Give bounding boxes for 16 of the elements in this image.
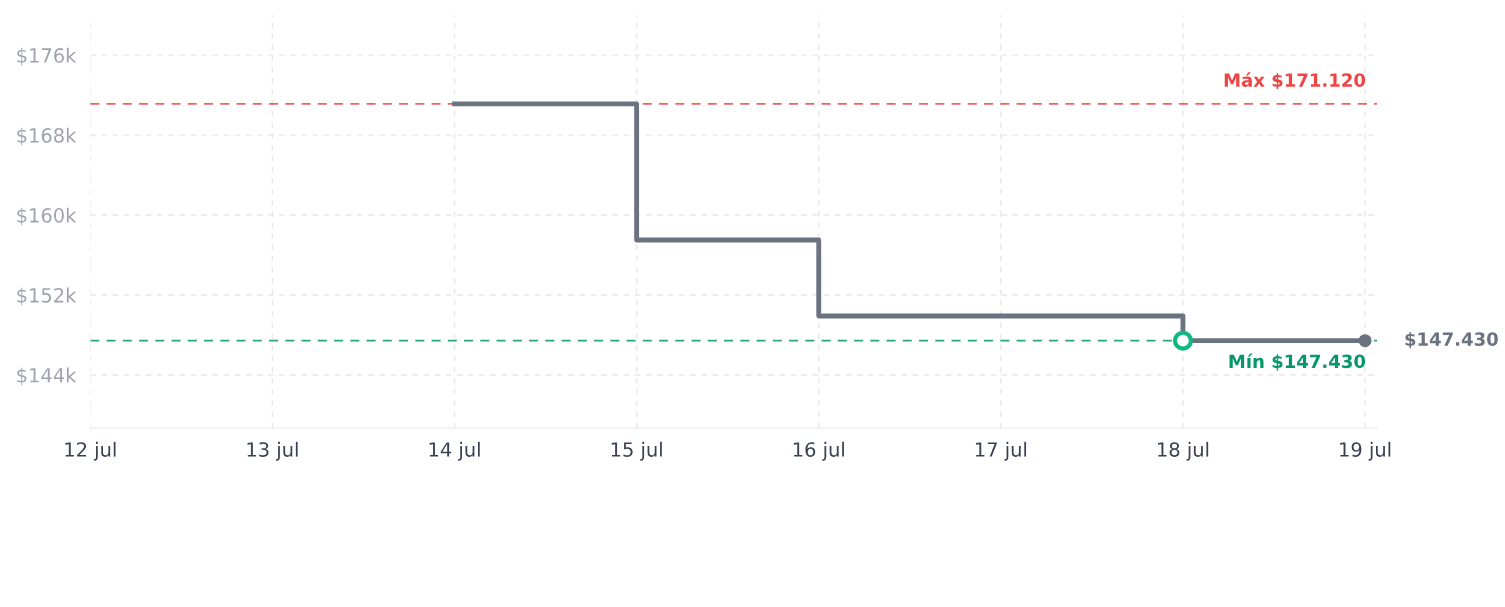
- x-tick-label: 15 jul: [611, 441, 662, 461]
- x-tick-label: 13 jul: [247, 441, 298, 461]
- x-tick-label: 14 jul: [429, 441, 480, 461]
- x-tick-label: 16 jul: [793, 441, 844, 461]
- x-tick-label: 12 jul: [65, 441, 116, 461]
- ref-line-label: Máx $171.120: [1224, 72, 1366, 90]
- annotation: $147.430: [1405, 331, 1498, 349]
- ref-line-label: Mín $147.430: [1229, 353, 1366, 371]
- x-tick-label: 17 jul: [975, 441, 1027, 461]
- y-tick-label: $160k: [17, 207, 77, 226]
- y-tick-label: $168k: [17, 127, 77, 146]
- y-tick-label: $152k: [17, 287, 77, 306]
- y-tick-label: $176k: [17, 47, 77, 66]
- x-tick-label: 19 jul: [1340, 441, 1391, 461]
- y-tick-label: $144k: [17, 367, 77, 386]
- x-tick-label: 18 jul: [1158, 441, 1209, 461]
